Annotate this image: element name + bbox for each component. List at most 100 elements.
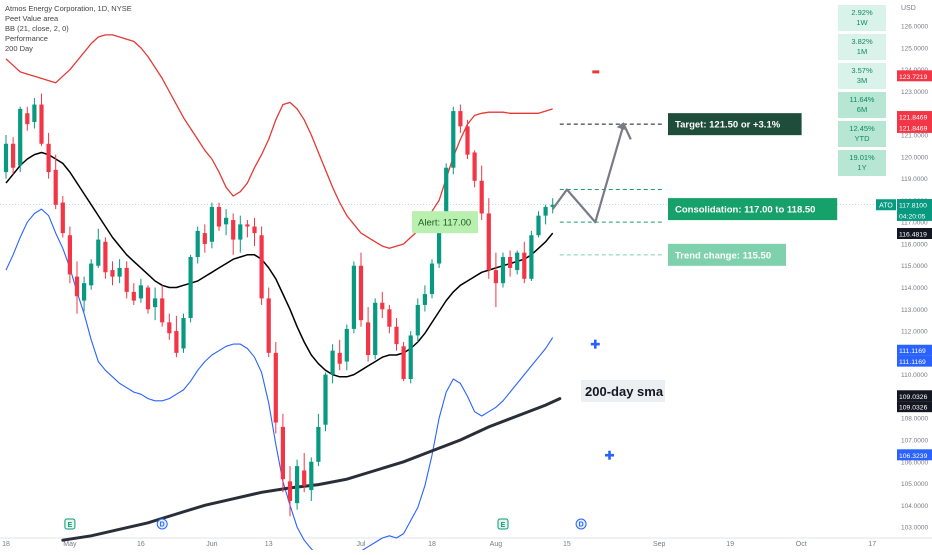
x-tick-label: 18	[2, 541, 10, 548]
x-tick-label: 15	[563, 541, 571, 548]
candle-body	[67, 235, 72, 275]
legend-line: 200 Day	[5, 44, 33, 53]
candle-body	[188, 257, 193, 319]
y-tick-label: 123.0000	[901, 89, 928, 96]
performance-value: 3.82%	[851, 37, 873, 46]
price-label-box	[897, 390, 932, 402]
candle-body	[401, 346, 406, 379]
y-tick-label: 113.0000	[901, 307, 928, 314]
price-label-box	[897, 449, 932, 461]
performance-cell: 3.57% 3M	[838, 63, 886, 89]
candle-body	[160, 298, 165, 323]
candle-body	[131, 291, 136, 301]
price-axis	[880, 0, 932, 550]
earnings-marker-label: E	[68, 522, 73, 529]
price-label: 116.4819	[899, 231, 927, 238]
sma-annotation-label: 200-day sma	[585, 384, 664, 399]
price-label: 111.1169	[899, 359, 926, 366]
price-label: 111.1169	[899, 348, 926, 355]
earnings-marker	[497, 518, 509, 530]
performance-value: 11.64%	[849, 95, 875, 104]
performance-value: 19.01%	[849, 153, 875, 162]
projection-path	[551, 123, 632, 224]
candle-body	[287, 481, 293, 501]
x-tick-label: Aug	[490, 541, 503, 548]
y-tick-label: 108.0000	[901, 416, 928, 423]
bb-forecast-dash	[592, 70, 600, 74]
performance-value: 2.92%	[851, 8, 873, 17]
dividend-marker	[575, 518, 587, 530]
x-tick-label: Jun	[206, 541, 217, 548]
candle-body	[25, 113, 30, 125]
price-label: 109.0326	[899, 405, 928, 412]
candle-body	[259, 235, 264, 299]
consolidation-label: Consolidation: 117.00 to 118.50	[675, 205, 815, 216]
performance-period: 1W	[856, 18, 868, 27]
candle-body	[373, 302, 378, 356]
candle-body	[344, 328, 349, 362]
candle-body	[522, 252, 527, 279]
candle-body	[500, 257, 506, 284]
price-label-box	[897, 209, 932, 221]
price-label-box	[897, 121, 932, 133]
candle-body	[32, 104, 37, 122]
performance-cell: 19.01% 1Y	[838, 150, 886, 176]
performance-value: 3.57%	[851, 66, 873, 75]
candle-body	[224, 217, 229, 225]
legend-line: Performance	[5, 34, 48, 43]
candle-body	[351, 265, 356, 329]
y-tick-label: 107.0000	[901, 437, 928, 444]
x-tick-label: 18	[428, 541, 436, 548]
target-label-box	[668, 113, 802, 136]
x-tick-label: Oct	[796, 541, 807, 548]
y-tick-label: 116.0000	[901, 241, 928, 248]
candle-body	[266, 298, 271, 353]
candle-body	[18, 108, 23, 166]
dividend-marker-label: D	[579, 522, 584, 529]
candle-body	[216, 206, 222, 227]
earnings-marker-label: E	[501, 522, 506, 529]
price-label: 123.7219	[899, 74, 928, 81]
y-tick-label: 119.0000	[901, 176, 928, 183]
x-tick-label: Sep	[653, 541, 666, 548]
candle-body	[337, 352, 342, 364]
x-tick-label: 13	[265, 541, 273, 548]
candle-body	[408, 335, 413, 379]
price-label-box	[897, 111, 932, 123]
performance-cell: 11.64% 6M	[838, 92, 886, 118]
candle-body	[309, 461, 314, 491]
candle-body	[380, 302, 385, 310]
candle-body	[209, 206, 214, 242]
alert-box	[412, 211, 478, 234]
candle-body	[493, 270, 498, 284]
candle-body	[330, 350, 335, 375]
candle-body	[245, 224, 250, 227]
y-tick-label: 117.0000	[901, 220, 928, 227]
candle-body	[167, 322, 172, 334]
candle-body	[238, 224, 243, 240]
performance-period: 3M	[856, 76, 868, 85]
candle-body	[550, 204, 555, 207]
y-tick-label: 120.0000	[901, 154, 928, 161]
price-label: 121.8469	[899, 115, 928, 122]
price-label: 117.8100	[899, 203, 927, 210]
y-tick-label: 105.0000	[901, 481, 928, 488]
dividend-marker-label: D	[160, 522, 165, 529]
trend-change-label-box	[668, 243, 786, 266]
projection-arrowhead	[616, 122, 625, 131]
legend-line: Peet Value area	[5, 14, 59, 23]
price-label: 121.8469	[899, 125, 928, 132]
candle-body	[415, 304, 420, 336]
trend-change-label: Trend change: 115.50	[675, 250, 771, 261]
candle-body	[508, 257, 513, 268]
y-tick-label: 104.0000	[901, 503, 928, 510]
candle-body	[479, 180, 484, 214]
chart-legend: Atmos Energy Corporation, 1D, NYSE Peet …	[5, 4, 132, 54]
candle-body	[280, 426, 285, 480]
performance-value: 12.45%	[849, 124, 875, 133]
candle-body	[515, 252, 520, 271]
candle-body	[195, 230, 200, 258]
candle-body	[53, 169, 58, 205]
x-tick-label: 16	[137, 541, 145, 548]
candle-body	[543, 206, 548, 216]
